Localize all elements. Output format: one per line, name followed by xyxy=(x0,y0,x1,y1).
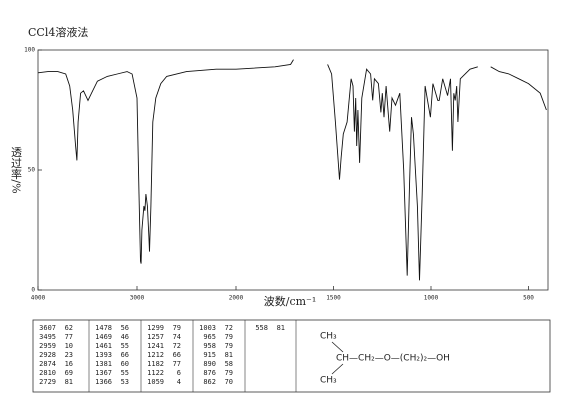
peak-transmittance: 72 xyxy=(173,342,181,350)
peak-wavenumber: 3607 xyxy=(39,324,56,332)
x-tick-label: 2000 xyxy=(229,295,244,302)
peak-transmittance: 81 xyxy=(277,324,285,332)
peak-wavenumber: 2959 xyxy=(39,342,56,350)
peak-transmittance: 66 xyxy=(173,351,181,359)
peak-transmittance: 60 xyxy=(121,360,129,368)
peak-wavenumber: 2928 xyxy=(39,351,56,359)
peak-wavenumber: 558 xyxy=(255,324,268,332)
peak-wavenumber: 1257 xyxy=(147,333,164,341)
y-tick-label: 100 xyxy=(24,47,35,54)
peak-wavenumber: 1461 xyxy=(95,342,112,350)
peak-wavenumber: 1299 xyxy=(147,324,164,332)
x-tick-label: 1000 xyxy=(424,295,439,302)
plot-frame xyxy=(37,49,549,291)
peak-transmittance: 74 xyxy=(173,333,181,341)
peak-transmittance: 55 xyxy=(121,342,129,350)
peak-wavenumber: 3495 xyxy=(39,333,56,341)
peak-wavenumber: 915 xyxy=(203,351,216,359)
structure-bottom: CH₃ xyxy=(320,376,337,386)
peak-wavenumber: 1212 xyxy=(147,351,164,359)
peak-wavenumber: 2810 xyxy=(39,369,56,377)
table-frame xyxy=(32,319,551,393)
peak-transmittance: 16 xyxy=(65,360,73,368)
y-axis-label: 透过率/% xyxy=(10,146,23,193)
peak-transmittance: 56 xyxy=(121,324,129,332)
peak-wavenumber: 1366 xyxy=(95,378,112,386)
structure-top: CH₃ xyxy=(320,332,337,342)
chart-title: CCl4溶液法 xyxy=(28,25,88,39)
peak-wavenumber: 1469 xyxy=(95,333,112,341)
x-tick-label: 4000 xyxy=(31,295,46,302)
x-tick-label: 1500 xyxy=(326,295,341,302)
peak-transmittance: 81 xyxy=(65,378,73,386)
peak-transmittance: 66 xyxy=(121,351,129,359)
peak-wavenumber: 876 xyxy=(203,369,216,377)
peak-wavenumber: 958 xyxy=(203,342,216,350)
structure-bonds xyxy=(331,341,344,375)
peak-wavenumber: 1122 xyxy=(147,369,164,377)
peak-transmittance: 81 xyxy=(225,351,233,359)
peak-transmittance: 46 xyxy=(121,333,129,341)
peak-wavenumber: 1059 xyxy=(147,378,164,386)
peak-wavenumber: 1393 xyxy=(95,351,112,359)
peak-transmittance: 79 xyxy=(225,333,233,341)
peak-wavenumber: 1367 xyxy=(95,369,112,377)
peak-transmittance: 53 xyxy=(121,378,129,386)
structure-main: CH—CH₂—O—(CH₂)₂—OH xyxy=(336,354,450,364)
peak-transmittance: 23 xyxy=(65,351,73,359)
peak-transmittance: 70 xyxy=(225,378,233,386)
peak-transmittance: 6 xyxy=(177,369,181,377)
peak-transmittance: 79 xyxy=(225,369,233,377)
peak-transmittance: 69 xyxy=(65,369,73,377)
peak-wavenumber: 1381 xyxy=(95,360,112,368)
peak-transmittance: 58 xyxy=(225,360,233,368)
peak-wavenumber: 1241 xyxy=(147,342,164,350)
x-axis-label: 波数/cm⁻¹ xyxy=(264,295,317,308)
peak-transmittance: 62 xyxy=(65,324,73,332)
spectrum-line xyxy=(37,59,547,281)
peak-transmittance: 77 xyxy=(173,360,181,368)
peak-wavenumber: 2874 xyxy=(39,360,56,368)
peak-transmittance: 55 xyxy=(121,369,129,377)
peak-wavenumber: 2729 xyxy=(39,378,56,386)
y-tick-label: 0 xyxy=(31,287,35,294)
peak-transmittance: 79 xyxy=(225,342,233,350)
peak-wavenumber: 1003 xyxy=(199,324,216,332)
peak-wavenumber: 862 xyxy=(203,378,216,386)
peak-wavenumber: 965 xyxy=(203,333,216,341)
peak-transmittance: 79 xyxy=(173,324,181,332)
peak-transmittance: 4 xyxy=(177,378,181,386)
peak-transmittance: 72 xyxy=(225,324,233,332)
peak-transmittance: 77 xyxy=(65,333,73,341)
x-tick-label: 500 xyxy=(523,295,534,302)
y-tick-label: 50 xyxy=(28,167,36,174)
peak-wavenumber: 1182 xyxy=(147,360,164,368)
peak-transmittance: 10 xyxy=(65,342,73,350)
x-tick-label: 3000 xyxy=(130,295,145,302)
peak-wavenumber: 890 xyxy=(203,360,216,368)
peak-wavenumber: 1478 xyxy=(95,324,112,332)
table-dividers xyxy=(88,320,297,392)
